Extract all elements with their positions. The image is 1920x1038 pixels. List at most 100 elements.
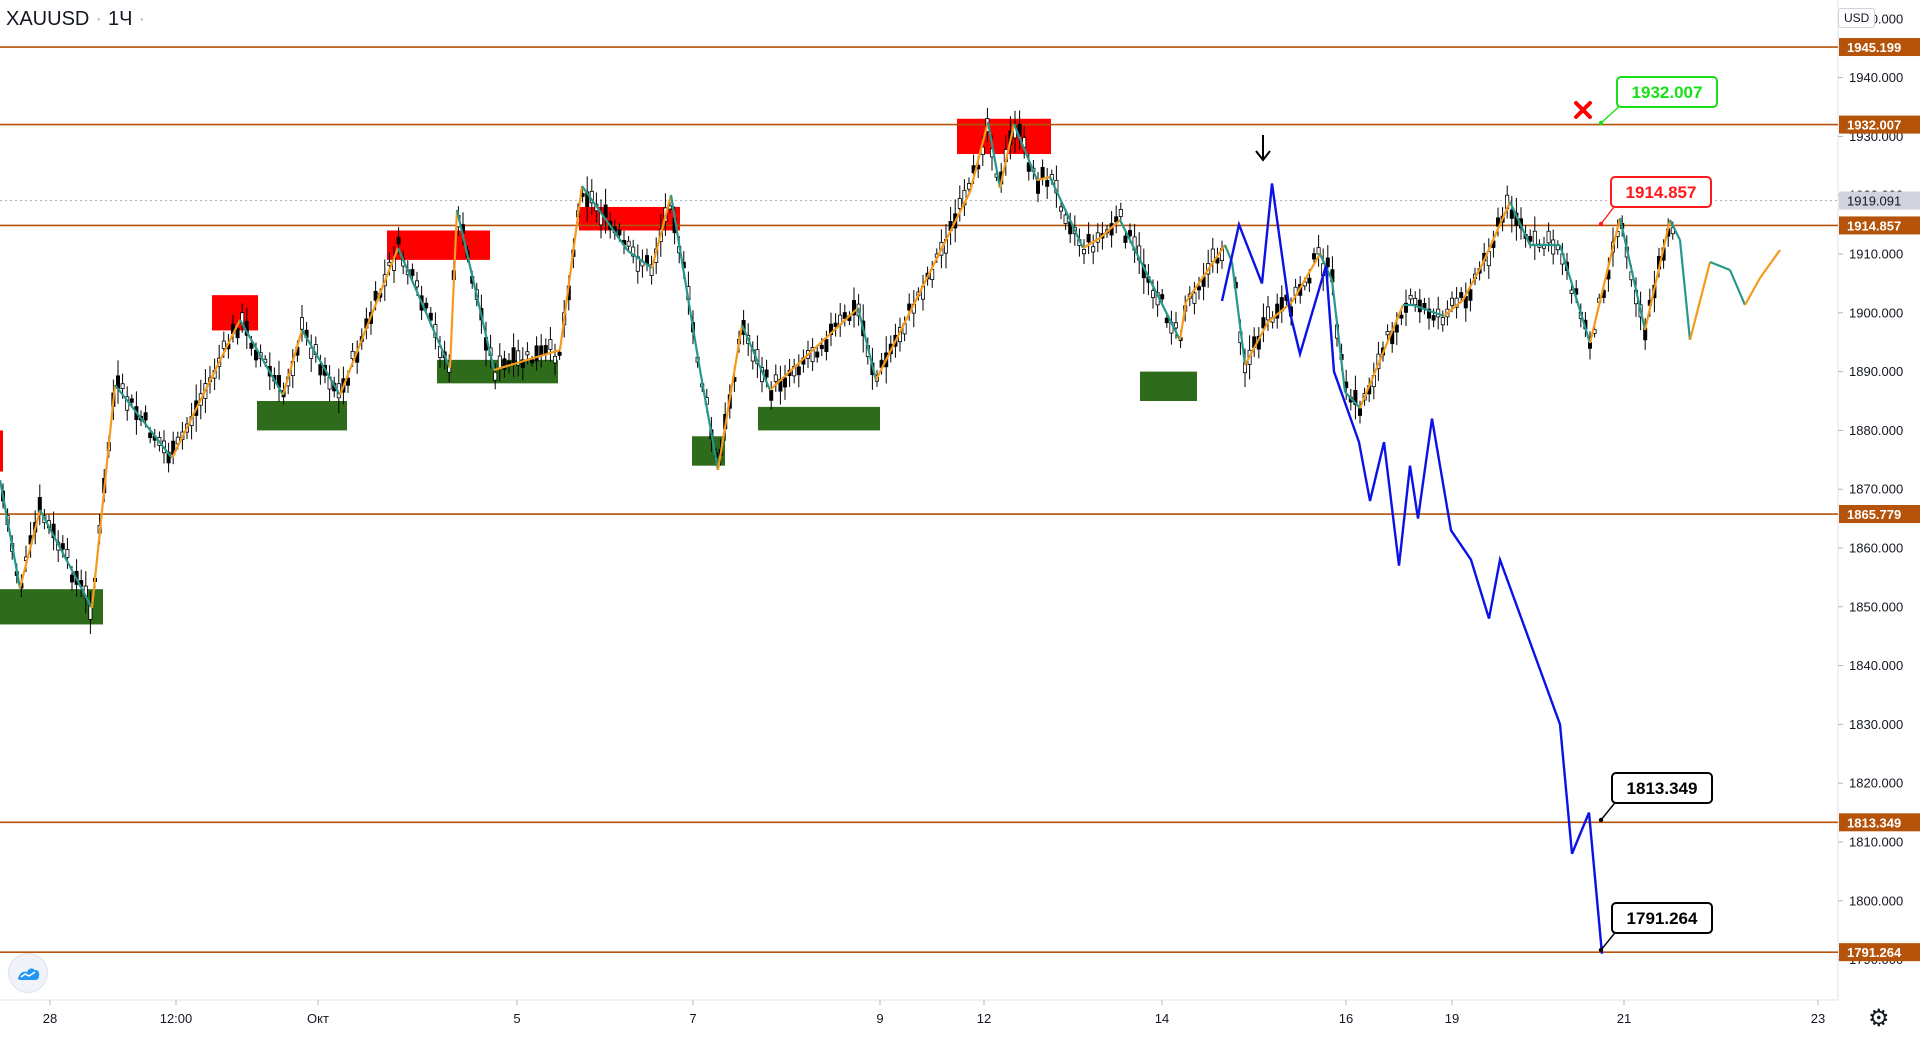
candle-body [819,344,824,350]
target-anchor-dot [1598,221,1604,227]
candle-body [1569,289,1574,294]
zigzag-down-segment [114,384,173,459]
zigzag-down-segment [301,329,341,396]
candle-body [235,328,240,339]
price-tick-label: 1820.000 [1849,776,1903,791]
level-price-tag-label: 1932.007 [1847,118,1901,133]
candle-body [1312,253,1317,260]
candle-body [1192,292,1197,304]
zigzag-up-segment [1178,301,1188,341]
level-price-tag-label: 1945.199 [1847,40,1901,55]
price-tick-label: 1870.000 [1849,482,1903,497]
symbol-bar[interactable]: XAUUSD · 1Ч · [6,8,151,31]
candle-body [815,351,820,358]
zigzag-up-segment [90,384,117,609]
candle-body [65,549,70,558]
zigzag-up-segment [1744,277,1761,306]
time-tick-label: 21 [1617,1011,1631,1026]
candle-body [410,269,415,276]
price-tick-label: 1890.000 [1849,364,1903,379]
resistance-zone [212,295,258,331]
candle-body [1275,303,1280,319]
zigzag-up-segment [769,307,859,391]
candle-body [511,347,516,363]
price-tick-label: 1880.000 [1849,423,1903,438]
candle-body [553,355,558,364]
interval-label[interactable]: 1Ч [108,8,133,30]
currency-button[interactable]: USD [1838,8,1876,28]
candle-body [143,412,148,421]
zigzag-up-segment [338,247,400,396]
level-price-tag-label: 1813.349 [1847,815,1901,830]
candle-body [824,339,829,352]
zigzag-down-segment [698,369,720,471]
target-callout-label: 1813.349 [1627,779,1698,798]
candle-body [493,371,498,381]
price-axis[interactable]: 1950.0001940.0001930.0001920.0001910.000… [1838,11,1920,967]
time-tick-label: 14 [1155,1011,1169,1026]
price-tick-label: 1900.000 [1849,305,1903,320]
zigzag-up-segment [281,329,304,396]
time-tick-label: 28 [43,1011,57,1026]
resistance-zone [0,430,3,472]
zigzag-up-segment [1358,304,1405,409]
zigzag-up-segment [493,348,561,372]
candle-body [520,359,525,368]
time-tick-label: 12:00 [160,1011,193,1026]
down-arrow-icon [1255,135,1271,162]
target-callout-label: 1932.007 [1632,83,1703,102]
candle-body [70,574,75,583]
candle-body [1174,322,1179,329]
level-price-tag [1839,505,1920,524]
candle-body [318,364,323,376]
candle-body [557,351,562,356]
support-zone [1140,371,1197,401]
candle-body [1086,233,1091,243]
candle-body [60,543,65,550]
zigzag-down-segment [39,509,93,609]
candle-body [852,299,857,316]
candle-body [1413,297,1418,306]
candle-body [1114,216,1119,223]
target-anchor-dot [1598,817,1604,823]
zigzag-down-segment [1119,219,1181,341]
candle-body [373,290,378,301]
zigzag-down-segment [1709,260,1731,272]
zigzag-down-segment [1678,239,1692,341]
zigzag-up-segment [1688,261,1712,341]
zigzag-up-segment [998,123,1016,189]
candle-body [534,345,539,362]
gear-icon[interactable]: ⚙ [1868,1005,1890,1032]
zigzag-down-segment [1558,244,1592,344]
time-axis[interactable]: 28 12:00 Окт 5 7 9 12 14 16 19 21 23 [43,1000,1825,1026]
candle-body [1496,217,1501,227]
candle-body [1059,206,1064,212]
zigzag-up-segment [650,194,673,269]
level-price-tag-label: 1914.857 [1847,218,1901,233]
candle-body [424,302,429,309]
projection-layer [1220,183,1604,954]
zigzag-up-segment [1480,201,1512,266]
tradingview-logo-icon[interactable] [8,953,48,993]
price-tick-label: 1850.000 [1849,599,1903,614]
time-tick-label: Окт [307,1011,329,1026]
price-tick-label: 1840.000 [1849,658,1903,673]
candle-body [783,377,788,388]
candle-body [1082,249,1087,255]
zigzag-up-segment [1443,299,1464,317]
price-tick-label: 1860.000 [1849,541,1903,556]
target-anchor-dot [1598,120,1604,126]
zigzag-up-segment [1185,244,1226,303]
symbol-name[interactable]: XAUUSD [6,8,90,30]
zigzag-down-segment [1049,176,1084,249]
annotations-layer: 1932.007 1914.857 1813.349 1791.264 [1255,76,1718,953]
candle-body [1128,230,1133,237]
candle-body [502,358,507,370]
zigzag-up-segment [1462,264,1483,301]
candle-body [769,390,774,401]
candle-body [120,383,125,389]
zigzag-up-segment [1759,249,1781,279]
zigzag-down-segment [239,319,284,396]
zigzag-up-segment [171,319,241,459]
